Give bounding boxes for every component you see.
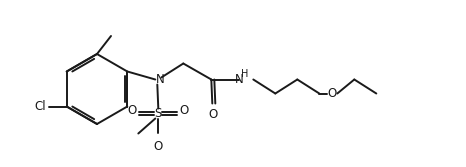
Text: N: N	[156, 73, 165, 86]
Text: Cl: Cl	[34, 100, 46, 113]
Text: O: O	[154, 139, 163, 152]
Text: O: O	[180, 104, 189, 117]
Text: N: N	[235, 73, 244, 86]
Text: O: O	[209, 109, 218, 122]
Text: O: O	[328, 87, 337, 100]
Text: H: H	[241, 68, 249, 78]
Text: O: O	[128, 104, 137, 117]
Text: S: S	[155, 107, 162, 120]
